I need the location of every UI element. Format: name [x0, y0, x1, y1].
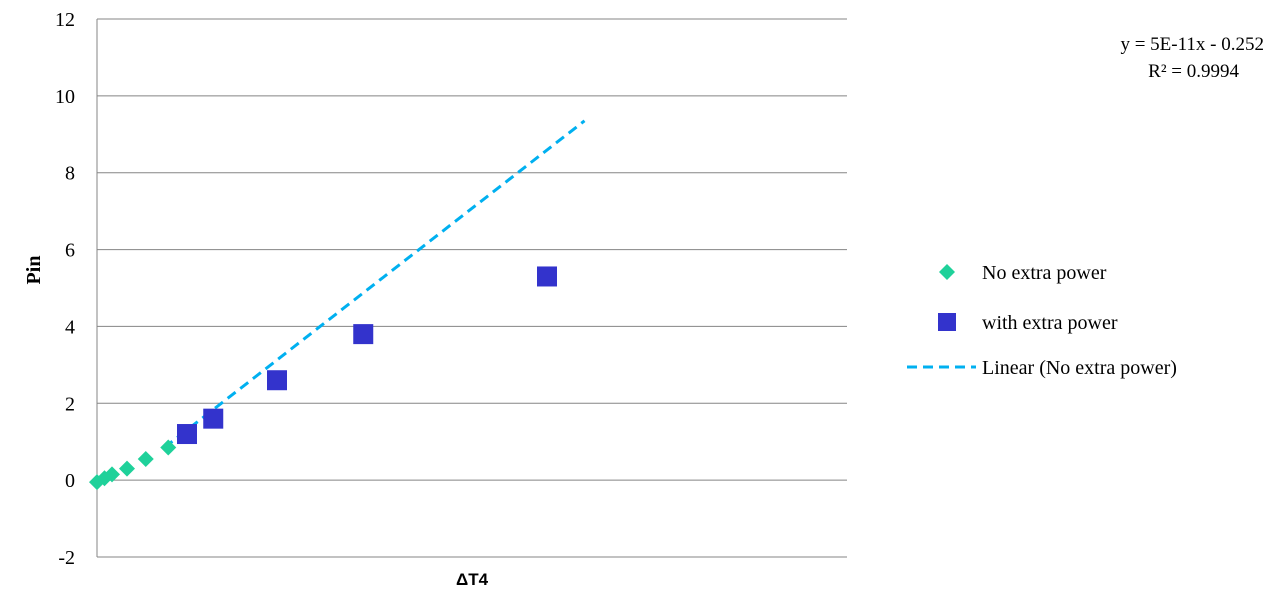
y-tick-label: 10 [55, 86, 75, 108]
gridlines [97, 18, 847, 558]
data-point-with-extra-power [177, 424, 197, 445]
trendline-r-squared: R² = 0.9994 [1148, 61, 1239, 82]
axes: 12 10 8 6 4 2 0 -2 [55, 9, 98, 569]
data-point-no-extra-power [160, 439, 177, 456]
legend: No extra power with extra power Linear (No… [907, 262, 1177, 379]
legend-item-no-extra-power: No extra power [939, 262, 1107, 284]
trendline [163, 119, 586, 449]
data-point-with-extra-power [267, 370, 287, 391]
data-point-no-extra-power [137, 451, 154, 468]
legend-item-linear: Linear (No extra power) [907, 357, 1177, 379]
markers-layer [89, 266, 557, 491]
y-axis-title: Pin [23, 256, 45, 285]
trendline-equation: y = 5E-11x - 0.252 [1120, 34, 1264, 55]
y-tick-label: 4 [65, 316, 75, 338]
legend-marker-diamond [939, 264, 955, 280]
legend-marker-square [938, 313, 956, 331]
y-tick-label: 6 [65, 240, 75, 262]
y-tick-label: 2 [65, 393, 75, 415]
trendline-layer [163, 119, 586, 449]
x-axis-title: ΔT4 [456, 570, 489, 589]
y-tick-label: 12 [55, 9, 75, 31]
data-point-with-extra-power [537, 266, 557, 287]
data-point-no-extra-power [119, 460, 135, 477]
y-tick-label: 0 [65, 470, 75, 492]
data-point-no-extra-power [104, 466, 120, 483]
data-point-with-extra-power [353, 324, 374, 345]
y-tick-label: -2 [58, 547, 75, 569]
data-point-with-extra-power [203, 408, 224, 429]
legend-label: with extra power [982, 312, 1118, 334]
legend-label: Linear (No extra power) [982, 357, 1177, 379]
y-tick-label: 8 [65, 163, 75, 185]
legend-item-with-extra-power: with extra power [938, 312, 1118, 334]
legend-label: No extra power [982, 262, 1107, 284]
